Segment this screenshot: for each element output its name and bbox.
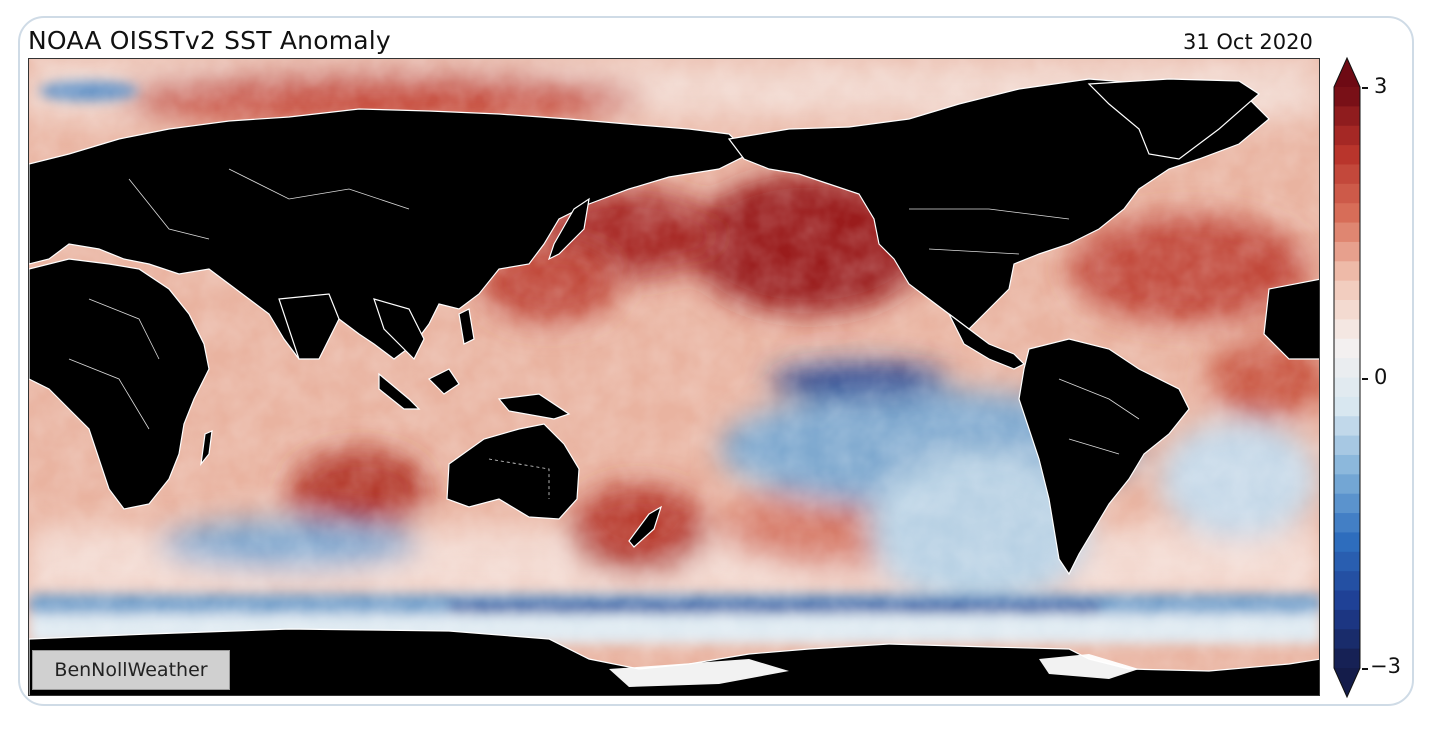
new-zealand-land (628, 505, 663, 548)
colorbar-segment (1334, 319, 1360, 340)
colorbar: 3 0 −3 (1330, 56, 1430, 701)
new-guinea-land (497, 393, 571, 420)
indochina-land (373, 298, 425, 361)
colorbar-segment (1334, 145, 1360, 166)
australia-land (446, 423, 580, 520)
colorbar-segment (1334, 629, 1360, 650)
colorbar-segment (1334, 377, 1360, 398)
greenland-land (1087, 78, 1260, 160)
west-africa-land (1263, 278, 1319, 360)
tick-mark-zero (1362, 378, 1368, 380)
africa-land (29, 258, 210, 510)
tick-label-min: −3 (1370, 654, 1401, 678)
colorbar-extend-max-arrow (1334, 58, 1360, 87)
antarctica-land (29, 628, 1319, 695)
north-america-land (727, 78, 1270, 330)
colorbar-segment (1334, 493, 1360, 514)
colorbar-segment (1334, 396, 1360, 417)
colorbar-segment (1334, 648, 1360, 669)
borneo-land (427, 368, 460, 395)
colorbar-segment (1334, 164, 1360, 185)
colorbar-segment (1334, 609, 1360, 630)
country-boundaries (68, 168, 1140, 499)
madagascar-land (200, 430, 213, 467)
boundary-line (88, 298, 160, 360)
colorbar-segment (1334, 513, 1360, 534)
colorbar-segment (1334, 590, 1360, 611)
boundary-line (128, 178, 210, 240)
colorbar-segment (1334, 416, 1360, 437)
colorbar-segment (1334, 106, 1360, 127)
colorbar-segment (1334, 532, 1360, 553)
colorbar-segment (1334, 203, 1360, 224)
ice-shelves (609, 654, 1139, 687)
philippines-land (458, 308, 475, 345)
colorbar-extend-min-arrow (1334, 668, 1360, 697)
boundary-line (68, 358, 150, 430)
land-masses (29, 78, 1319, 695)
colorbar-segment (1334, 280, 1360, 301)
boundary-line (909, 208, 1070, 220)
japan-land (547, 197, 590, 261)
boundary-line (1068, 438, 1120, 455)
central-america-land (948, 313, 1026, 370)
sumatra-land (378, 372, 421, 410)
tick-label-max: 3 (1374, 74, 1388, 98)
boundary-line (488, 458, 550, 499)
tick-mark-min (1362, 668, 1368, 670)
colorbar-segment (1334, 125, 1360, 146)
colorbar-segment (1334, 222, 1360, 243)
colorbar-segment (1334, 358, 1360, 379)
colorbar-svg (1333, 56, 1361, 699)
colorbar-segment (1334, 435, 1360, 456)
boundary-line (1058, 378, 1140, 420)
colorbar-outline (1333, 56, 1361, 699)
colorbar-segment (1334, 338, 1360, 359)
world-map-svg (29, 59, 1319, 695)
map-date: 31 Oct 2020 (1183, 30, 1313, 54)
colorbar-segment (1334, 300, 1360, 320)
tick-mark-max (1362, 87, 1368, 89)
colorbar-segment (1334, 183, 1360, 204)
boundary-line (928, 248, 1020, 255)
ross-ice-shelf (609, 659, 789, 687)
south-america-land (1018, 338, 1190, 576)
watermark-label: BenNollWeather (32, 650, 230, 690)
colorbar-segment (1334, 261, 1360, 282)
eurasia-land (29, 108, 751, 360)
tick-label-zero: 0 (1374, 365, 1388, 389)
colorbar-segment (1334, 571, 1360, 592)
india-land (278, 293, 340, 360)
boundary-line (228, 168, 410, 210)
sst-anomaly-map (28, 58, 1320, 696)
colorbar-segment (1334, 454, 1360, 475)
map-title: NOAA OISSTv2 SST Anomaly (28, 26, 391, 55)
colorbar-segment (1334, 474, 1360, 495)
colorbar-segment (1334, 87, 1360, 107)
colorbar-segment (1334, 551, 1360, 572)
colorbar-segment (1334, 241, 1360, 262)
weddell-ice-shelf (1039, 654, 1139, 679)
